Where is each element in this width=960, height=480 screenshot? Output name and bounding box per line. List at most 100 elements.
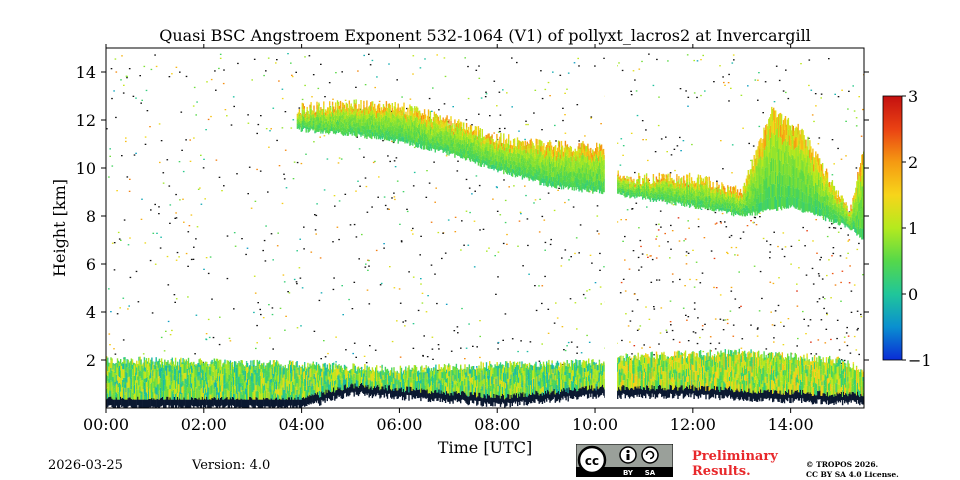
retrieval-pixel <box>367 269 369 271</box>
bl-pixel <box>723 381 725 390</box>
bl-pixel <box>449 383 451 390</box>
bl-pixel <box>298 394 300 400</box>
bl-pixel <box>629 373 632 380</box>
bl-edge <box>259 399 262 408</box>
bl-pixel <box>321 368 323 372</box>
bl-pixel <box>269 367 271 373</box>
bl-pixel <box>710 360 712 370</box>
bl-edge <box>492 398 494 407</box>
bl-pixel <box>245 367 248 378</box>
retrieval-pixel <box>740 347 743 349</box>
bl-pixel <box>528 383 531 394</box>
bl-pixel <box>177 388 179 394</box>
bl-edge <box>483 394 485 403</box>
bl-pixel <box>286 377 289 387</box>
bl-pixel <box>439 371 441 381</box>
bl-pixel <box>282 387 284 398</box>
bl-pixel <box>505 373 507 384</box>
retrieval-pixel <box>268 304 270 306</box>
bl-pixel <box>518 365 520 370</box>
bl-pixel <box>650 367 652 372</box>
bl-pixel <box>748 370 750 380</box>
retrieval-pixel <box>475 69 478 71</box>
retrieval-pixel <box>234 245 237 247</box>
bl-pixel <box>538 374 540 382</box>
retrieval-pixel <box>830 297 832 299</box>
bl-pixel <box>170 381 172 386</box>
bl-pixel <box>656 364 659 369</box>
retrieval-pixel <box>363 156 365 158</box>
bl-pixel <box>319 380 321 391</box>
bl-pixel <box>211 370 213 378</box>
bl-pixel <box>284 364 286 369</box>
bl-pixel <box>473 376 476 381</box>
bl-pixel <box>690 363 692 370</box>
retrieval-pixel <box>831 174 834 176</box>
bl-pixel <box>429 378 432 386</box>
bl-pixel <box>478 365 480 372</box>
bl-pixel <box>596 365 598 371</box>
bl-pixel <box>121 375 123 382</box>
bl-pixel <box>185 364 187 373</box>
retrieval-pixel <box>471 124 473 126</box>
bl-pixel <box>620 365 622 373</box>
bl-pixel <box>231 364 234 369</box>
bl-pixel <box>167 367 169 375</box>
retrieval-pixel <box>456 326 459 328</box>
bl-pixel <box>400 379 403 388</box>
bl-pixel <box>276 366 278 374</box>
bl-pixel <box>259 376 262 386</box>
bl-pixel <box>668 363 671 373</box>
bl-edge <box>685 386 688 395</box>
bl-pixel <box>724 349 726 354</box>
bl-pixel <box>487 385 490 396</box>
retrieval-pixel <box>738 271 740 273</box>
retrieval-pixel <box>404 325 406 327</box>
bl-pixel <box>387 370 390 374</box>
bl-pixel <box>673 357 675 363</box>
bl-edge <box>466 395 468 404</box>
bl-edge <box>117 399 120 408</box>
bl-pixel <box>753 382 756 389</box>
retrieval-pixel <box>301 98 304 101</box>
bl-pixel <box>550 378 552 385</box>
bl-pixel <box>198 386 200 391</box>
bl-pixel <box>327 368 329 372</box>
retrieval-pixel <box>656 235 658 238</box>
bl-pixel <box>753 352 756 353</box>
bl-pixel <box>312 361 314 363</box>
bl-pixel <box>705 361 707 371</box>
bl-pixel <box>334 380 336 386</box>
retrieval-pixel <box>211 298 213 300</box>
bl-pixel <box>230 385 233 393</box>
bl-pixel <box>322 367 324 372</box>
bl-pixel <box>353 373 355 379</box>
bl-pixel <box>469 373 471 385</box>
bl-pixel <box>163 368 165 374</box>
bl-edge <box>282 397 284 407</box>
bl-pixel <box>326 365 328 370</box>
bl-pixel <box>378 373 380 381</box>
bl-pixel <box>529 367 532 374</box>
bl-pixel <box>621 380 623 387</box>
retrieval-pixel <box>257 302 259 304</box>
bl-pixel <box>108 382 110 392</box>
bl-edge <box>752 390 754 399</box>
bl-pixel <box>254 384 256 391</box>
bl-edge <box>421 388 423 397</box>
bl-pixel <box>405 382 407 391</box>
bl-edge <box>745 391 747 400</box>
bl-pixel <box>680 352 682 355</box>
bl-pixel <box>135 372 137 381</box>
bl-edge <box>593 388 595 397</box>
bl-pixel <box>328 363 331 371</box>
bl-pixel <box>680 379 682 386</box>
bl-pixel <box>512 363 515 373</box>
bl-pixel <box>434 368 436 375</box>
bl-pixel <box>731 376 733 382</box>
bl-pixel <box>500 381 503 387</box>
bl-pixel <box>521 387 523 394</box>
bl-pixel <box>123 357 125 360</box>
retrieval-pixel <box>704 90 706 92</box>
bl-edge <box>220 397 222 407</box>
